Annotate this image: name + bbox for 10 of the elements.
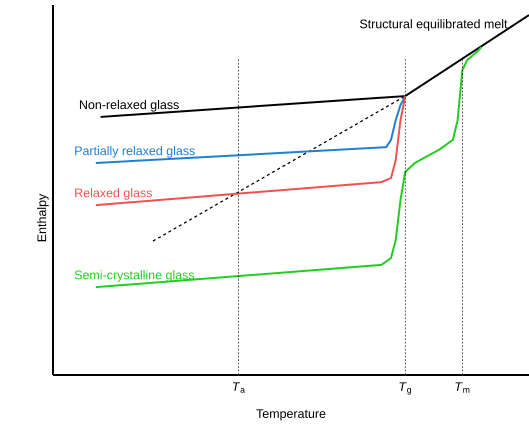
annotation: Structural equilibrated melt bbox=[360, 19, 508, 31]
y-axis-title: Enthalpy bbox=[37, 194, 49, 242]
series-label: Non-relaxed glass bbox=[80, 100, 179, 112]
x-tick-label: T$_{g}$ bbox=[400, 382, 412, 395]
series-label: Relaxed glass bbox=[75, 188, 152, 200]
x-tick-label: T$_{m}$ bbox=[455, 382, 470, 393]
series-label: Semi-crystalline glass bbox=[74, 270, 194, 282]
series-label: Partially relaxed glass bbox=[75, 146, 195, 158]
x-tick-label: T$_{a}$ bbox=[232, 382, 245, 393]
x-axis-title: Temperature bbox=[256, 409, 326, 420]
